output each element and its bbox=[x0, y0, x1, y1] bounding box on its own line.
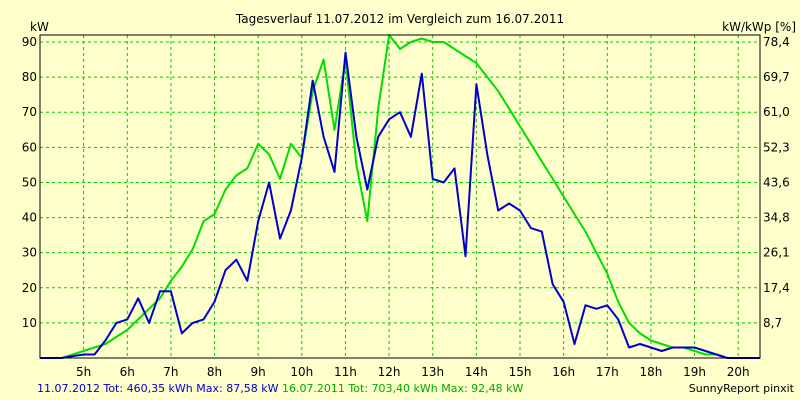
y-tick-label-left: 50 bbox=[22, 175, 37, 189]
y-tick-label-right: 61,0 bbox=[763, 105, 790, 119]
x-tick-label: 9h bbox=[251, 365, 266, 379]
x-tick-label: 19h bbox=[683, 365, 706, 379]
x-tick-label: 17h bbox=[596, 365, 619, 379]
y-axis-label-right: kW/kWp [%] bbox=[722, 20, 796, 34]
y-tick-label-left: 40 bbox=[22, 211, 37, 225]
x-tick-label: 5h bbox=[76, 365, 91, 379]
footer-legend: 11.07.2012 Tot: 460,35 kWh Max: 87,58 kW… bbox=[37, 382, 523, 395]
x-tick-label: 10h bbox=[290, 365, 313, 379]
legend-entry-2012: 11.07.2012 Tot: 460,35 kWh Max: 87,58 kW bbox=[37, 382, 279, 395]
y-tick-label-left: 60 bbox=[22, 140, 37, 154]
x-tick-label: 11h bbox=[334, 365, 357, 379]
x-tick-label: 6h bbox=[120, 365, 135, 379]
x-tick-label: 7h bbox=[163, 365, 178, 379]
tick-labels: 5h 6h 7h 8h 9h 10h 11h 12h 13h 14h 15h 16h 17h 18h 19h… bbox=[22, 35, 790, 379]
y-tick-label-left: 20 bbox=[22, 281, 37, 295]
y-tick-label-right: 52,3 bbox=[763, 140, 790, 154]
y-tick-label-left: 30 bbox=[22, 246, 37, 260]
plot-area-border bbox=[39, 34, 761, 359]
x-tick-label: 14h bbox=[465, 365, 488, 379]
footer-credit: SunnyReport pinxit bbox=[688, 382, 794, 395]
y-tick-label-left: 70 bbox=[22, 105, 37, 119]
y-tick-label-right: 17,4 bbox=[763, 281, 790, 295]
plot-frame bbox=[39, 34, 761, 359]
y-tick-label-right: 43,6 bbox=[763, 175, 790, 189]
grid bbox=[40, 35, 760, 358]
series-layer bbox=[40, 34, 760, 359]
y-axis-label-left: kW bbox=[30, 20, 49, 34]
series-line-11-07-2012 bbox=[40, 51, 760, 359]
y-tick-label-left: 90 bbox=[22, 35, 37, 49]
y-tick-label-left: 80 bbox=[22, 70, 37, 84]
y-tick-label-right: 34,8 bbox=[763, 211, 790, 225]
x-tick-label: 16h bbox=[552, 365, 575, 379]
y-tick-label-right: 78,4 bbox=[763, 35, 790, 49]
series-line-16-07-2011 bbox=[40, 34, 760, 359]
chart-title: Tagesverlauf 11.07.2012 im Vergleich zum… bbox=[235, 12, 564, 26]
x-tick-label: 20h bbox=[727, 365, 750, 379]
y-tick-label-right: 8,7 bbox=[763, 316, 782, 330]
x-tick-label: 8h bbox=[207, 365, 222, 379]
x-tick-label: 18h bbox=[639, 365, 662, 379]
y-tick-label-right: 69,7 bbox=[763, 70, 790, 84]
x-tick-label: 12h bbox=[378, 365, 401, 379]
x-tick-label: 15h bbox=[509, 365, 532, 379]
y-tick-label-left: 10 bbox=[22, 316, 37, 330]
legend-entry-2011: 16.07.2011 Tot: 703,40 kWh Max: 92,48 kW bbox=[278, 382, 524, 395]
x-tick-label: 13h bbox=[421, 365, 444, 379]
y-tick-label-right: 26,1 bbox=[763, 246, 790, 260]
